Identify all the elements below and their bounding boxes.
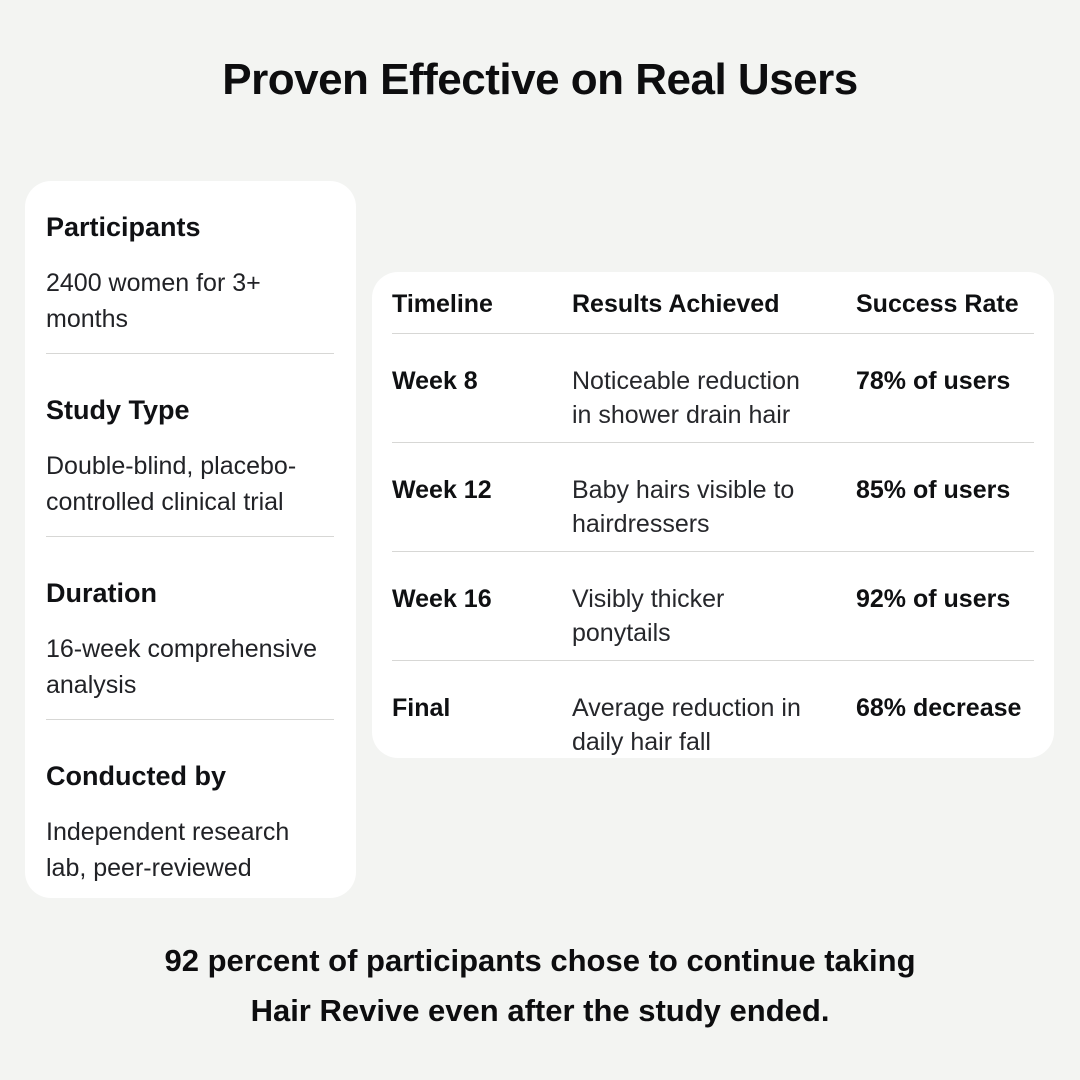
- footer-claim-line1: 92 percent of participants chose to cont…: [164, 943, 916, 978]
- table-header-row: Timeline Results Achieved Success Rate: [392, 272, 1034, 334]
- column-header-timeline: Timeline: [392, 290, 493, 318]
- success-rate-cell: 68% decrease: [856, 694, 1022, 722]
- result-cell: Noticeable reduction in shower drain hai…: [572, 367, 800, 429]
- column-header-results: Results Achieved: [572, 290, 780, 318]
- section-body: Independent research lab, peer-reviewed: [46, 818, 290, 882]
- timeline-cell: Week 12: [392, 476, 492, 504]
- table-row: Final Average reduction in daily hair fa…: [392, 661, 1034, 758]
- section-heading: Duration: [46, 578, 157, 608]
- page-title: Proven Effective on Real Users: [222, 55, 858, 104]
- study-section-conducted-by: Conducted by Independent research lab, p…: [46, 760, 334, 886]
- study-section-study-type: Study Type Double-blind, placebo-control…: [46, 394, 334, 537]
- timeline-cell: Final: [392, 694, 451, 722]
- footer-claim-line2: Hair Revive even after the study ended.: [250, 993, 830, 1028]
- section-body: 2400 women for 3+ months: [46, 269, 261, 333]
- timeline-cell: Week 8: [392, 367, 478, 395]
- success-rate-cell: 85% of users: [856, 476, 1011, 504]
- result-cell: Average reduction in daily hair fall: [572, 694, 801, 756]
- section-heading: Participants: [46, 212, 201, 242]
- section-body: 16-week comprehensive analysis: [46, 635, 317, 699]
- table-row: Week 8 Noticeable reduction in shower dr…: [392, 334, 1034, 443]
- result-cell: Baby hairs visible to hairdressers: [572, 476, 795, 538]
- result-cell: Visibly thicker ponytails: [572, 585, 725, 647]
- study-section-duration: Duration 16-week comprehensive analysis: [46, 577, 334, 720]
- table-row: Week 12 Baby hairs visible to hairdresse…: [392, 443, 1034, 552]
- column-header-success-rate: Success Rate: [856, 290, 1019, 318]
- section-heading: Study Type: [46, 395, 190, 425]
- section-body: Double-blind, placebo-controlled clinica…: [46, 452, 297, 516]
- study-overview-card: Participants 2400 women for 3+ months St…: [25, 181, 356, 898]
- success-rate-cell: 92% of users: [856, 585, 1011, 613]
- study-section-participants: Participants 2400 women for 3+ months: [46, 211, 334, 354]
- timeline-cell: Week 16: [392, 585, 492, 613]
- results-table-card: Timeline Results Achieved Success Rate W…: [372, 272, 1054, 758]
- footer-claim: 92 percent of participants chose to cont…: [0, 936, 1080, 1036]
- section-heading: Conducted by: [46, 761, 226, 791]
- table-row: Week 16 Visibly thicker ponytails 92% of…: [392, 552, 1034, 661]
- success-rate-cell: 78% of users: [856, 367, 1011, 395]
